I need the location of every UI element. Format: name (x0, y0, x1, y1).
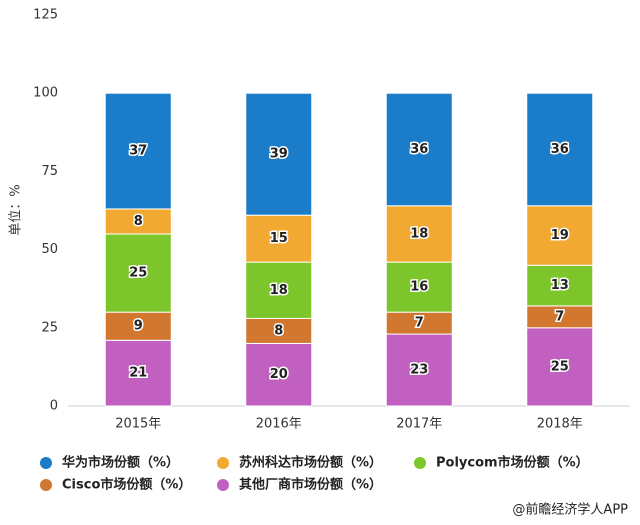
bar-segment (385, 205, 453, 263)
x-tick-label: 2015年 (115, 417, 161, 432)
y-axis-label: 单位：% (9, 184, 24, 235)
bar-segment (385, 261, 453, 313)
data-label: 8 (274, 323, 283, 338)
x-tick-label: 2018年 (537, 417, 583, 432)
legend-label: Polycom市场份额（%） (436, 455, 589, 471)
bar-segment (245, 214, 313, 263)
y-tick-label: 50 (41, 242, 58, 257)
legend-label: 苏州科达市场份额（%） (239, 455, 382, 471)
bar-segment (104, 339, 172, 407)
bar-segment (245, 92, 313, 216)
legend-marker (40, 457, 52, 469)
legend-marker (217, 479, 229, 491)
data-label: 7 (555, 309, 564, 324)
data-label: 15 (270, 231, 288, 246)
legend-marker (40, 479, 52, 491)
data-label: 36 (551, 142, 569, 157)
data-label: 39 (270, 147, 288, 162)
data-label: 21 (129, 366, 147, 381)
data-label: 9 (134, 319, 143, 334)
data-label: 23 (410, 363, 428, 378)
data-label: 7 (415, 316, 424, 331)
bar-segment (526, 327, 594, 407)
bar-segment (526, 205, 594, 266)
bar-segment (385, 333, 453, 407)
legend-marker (217, 457, 229, 469)
x-tick-label: 2016年 (256, 417, 302, 432)
bar-segment (526, 264, 594, 307)
bar-segment (526, 92, 594, 207)
bar-segment (245, 261, 313, 319)
x-tick-label: 2017年 (396, 417, 442, 432)
data-label: 13 (551, 278, 569, 293)
data-label: 16 (410, 280, 428, 295)
legend-label: 其他厂商市场份额（%） (239, 477, 382, 493)
legend-label: 华为市场份额（%） (62, 455, 179, 471)
y-tick-label: 125 (33, 8, 58, 23)
data-label: 20 (270, 367, 288, 382)
data-label: 18 (270, 283, 288, 298)
legend-label: Cisco市场份额（%） (62, 477, 191, 493)
data-label: 36 (410, 142, 428, 157)
bar-segment (104, 208, 172, 235)
bar-segment (245, 317, 313, 344)
data-label: 25 (551, 359, 569, 374)
y-tick-label: 0 (50, 399, 58, 414)
data-label: 18 (410, 226, 428, 241)
data-label: 25 (129, 266, 147, 281)
data-label: 19 (551, 228, 569, 243)
bar-segment (104, 92, 172, 210)
y-tick-label: 75 (41, 164, 58, 179)
source: @前瞻经济学人APP (512, 502, 628, 518)
y-tick-label: 25 (41, 320, 58, 335)
data-label: 8 (134, 214, 143, 229)
bar-segment (385, 92, 453, 207)
bar-segment (245, 342, 313, 407)
data-label: 37 (129, 144, 147, 159)
legend-marker (414, 457, 426, 469)
bar-segment (104, 311, 172, 341)
y-tick-label: 100 (33, 86, 58, 101)
